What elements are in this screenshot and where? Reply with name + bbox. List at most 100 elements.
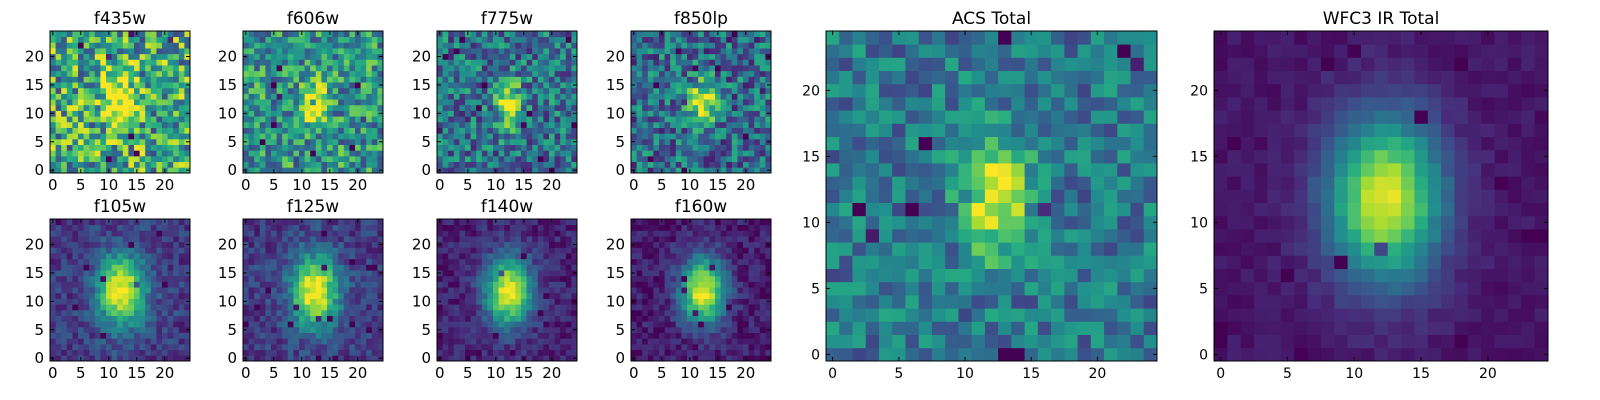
pixel-cell (184, 150, 191, 157)
pixel-cell (61, 110, 68, 117)
pixel-cell (459, 110, 466, 117)
pixel-cell (293, 53, 300, 60)
pixel-cell (698, 161, 705, 168)
pixel-cell (743, 87, 749, 94)
pixel-cell (703, 59, 710, 66)
pixel-cell (89, 270, 96, 277)
pixel-cell (554, 70, 561, 77)
pixel-cell (156, 82, 163, 89)
pixel-cell (156, 104, 163, 111)
pixel-cell (310, 230, 317, 237)
pixel-cell (453, 332, 460, 339)
pixel-cell (134, 42, 140, 49)
pixel-cell (106, 121, 112, 128)
pixel-cell (509, 315, 516, 322)
pixel-cell (111, 133, 118, 140)
pixel-cell (271, 304, 277, 311)
pixel-cell (726, 31, 733, 38)
pixel-cell (83, 42, 90, 49)
pixel-cell (442, 247, 449, 254)
pixel-cell (355, 127, 361, 134)
pixel-cell (554, 76, 561, 83)
pixel-cell (72, 315, 79, 322)
pixel-cell (687, 53, 693, 60)
pixel-cell (659, 76, 665, 83)
pixel-cell (178, 82, 185, 89)
pixel-cell (659, 332, 665, 339)
pixel-cell (310, 247, 317, 254)
pixel-cell (111, 292, 118, 299)
pixel-cell (173, 258, 180, 265)
pixel-cell (731, 167, 738, 174)
pixel-cell (642, 167, 649, 174)
pixel-cell (509, 253, 516, 260)
pixel-cell (509, 292, 516, 299)
pixel-cell (675, 104, 682, 111)
pixel-cell (167, 298, 174, 305)
pixel-cell (122, 48, 129, 55)
pixel-cell (156, 155, 163, 163)
pixel-cell (61, 292, 68, 299)
pixel-cell (248, 144, 255, 151)
pixel-cell (448, 87, 455, 94)
pixel-cell (493, 48, 499, 55)
pixel-cell (453, 82, 460, 89)
pixel-cell (122, 127, 129, 134)
pixel-cell (128, 116, 135, 123)
pixel-cell (83, 326, 90, 333)
pixel-cell (122, 138, 129, 145)
pixel-cell (304, 326, 311, 333)
pixel-cell (271, 133, 277, 140)
pixel-cell (271, 264, 277, 271)
pixel-cell (554, 110, 561, 117)
pixel-cell (139, 321, 146, 328)
pixel-cell (459, 343, 466, 351)
pixel-cell (327, 76, 333, 83)
pixel-cell (293, 309, 300, 316)
pixel-cell (371, 338, 378, 345)
pixel-cell (265, 65, 272, 72)
pixel-cell (100, 304, 107, 311)
pixel-cell (537, 65, 544, 72)
pixel-cell (636, 144, 643, 151)
pixel-cell (636, 150, 643, 157)
pixel-cell (470, 304, 477, 311)
pixel-cell (128, 42, 135, 49)
pixel-cell (128, 219, 135, 226)
pixel-cell (55, 48, 62, 55)
pixel-cell (282, 31, 289, 38)
pixel-cell (355, 270, 361, 277)
pixel-cell (681, 144, 688, 151)
pixel-cell (122, 42, 129, 49)
pixel-cell (128, 110, 135, 117)
pixel-cell (111, 155, 118, 163)
pixel-cell (453, 321, 460, 328)
pixel-cell (532, 338, 539, 345)
pixel-cell (117, 253, 124, 260)
pixel-cell (366, 31, 373, 38)
pixel-cell (150, 133, 157, 140)
x-tick-label: 0 (629, 176, 639, 194)
pixel-cell (355, 110, 361, 117)
pixel-cell (504, 31, 511, 38)
pixel-cell (560, 332, 567, 339)
pixel-cell (731, 82, 738, 89)
pixel-cell (355, 292, 361, 299)
pixel-cell (332, 224, 339, 231)
pixel-cell (453, 315, 460, 322)
pixel-cell (715, 281, 721, 288)
pixel-cell (537, 304, 544, 311)
pixel-cell (504, 82, 511, 89)
pixel-cell (504, 326, 511, 333)
pixel-cell (371, 99, 378, 106)
pixel-cell (504, 292, 511, 299)
pixel-cell (248, 155, 255, 163)
pixel-cell (78, 99, 84, 106)
pixel-cell (366, 59, 373, 66)
pixel-cell (89, 42, 96, 49)
pixel-cell (487, 155, 494, 163)
pixel-cell (675, 65, 682, 72)
pixel-cell (156, 304, 163, 311)
pixel-cell (55, 270, 62, 277)
pixel-cell (366, 338, 373, 345)
